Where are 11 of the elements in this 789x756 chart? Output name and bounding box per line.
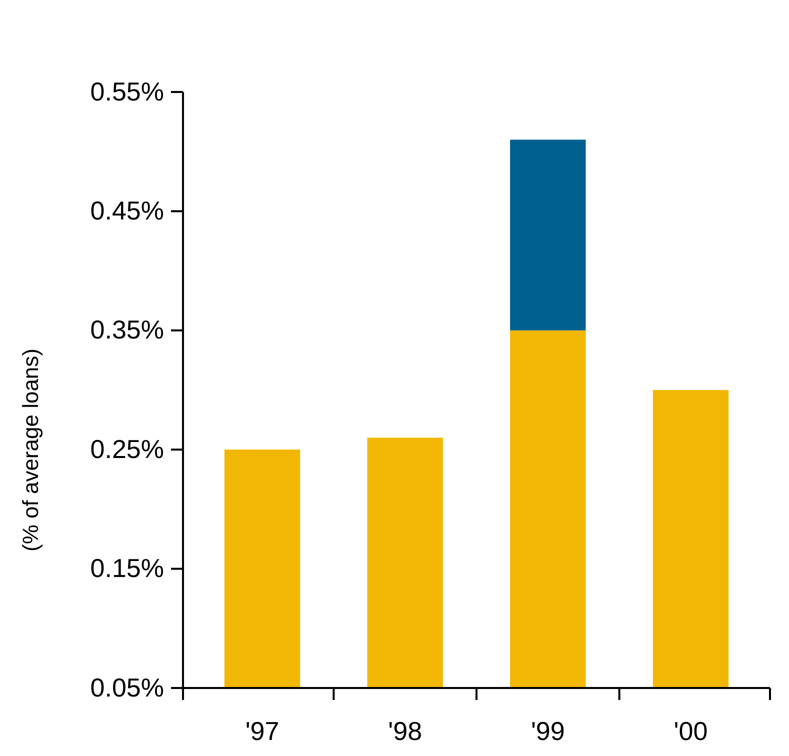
y-axis-title: (% of average loans): [18, 348, 43, 552]
x-tick-label: '99: [530, 716, 565, 746]
x-tick-label: '98: [388, 716, 422, 746]
y-tick-label: 0.35%: [90, 314, 164, 345]
y-tick-label: 0.15%: [90, 553, 164, 584]
x-tick-label: '00: [674, 716, 708, 746]
x-tick-label: '97: [245, 716, 280, 746]
y-tick-label: 0.45%: [90, 196, 164, 226]
y-tick-label: 0.55%: [90, 76, 164, 106]
y-tick-label: 0.25%: [90, 434, 164, 464]
y-tick-label: 0.05%: [90, 672, 164, 702]
